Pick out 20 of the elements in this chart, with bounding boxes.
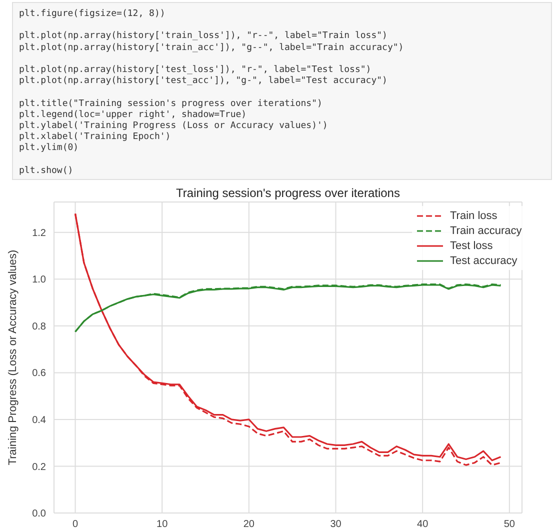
y-tick-label: 1.0 (32, 274, 46, 286)
y-tick-label: 0.4 (32, 415, 46, 426)
y-tick-label: 0.0 (32, 508, 46, 520)
x-tick-label: 0 (72, 519, 78, 530)
x-tick-label: 40 (417, 519, 429, 530)
x-tick-label: 50 (504, 519, 516, 530)
legend-label: Train accuracy (450, 224, 522, 236)
y-tick-label: 1.2 (32, 228, 46, 239)
legend-label: Test accuracy (450, 254, 518, 266)
y-tick-label: 0.6 (32, 368, 46, 380)
x-tick-label: 10 (156, 519, 168, 530)
y-tick-label: 0.2 (32, 462, 46, 473)
x-tick-label: 30 (330, 519, 342, 530)
legend-label: Train loss (450, 210, 498, 222)
chart-title: Training session's progress over iterations (175, 186, 401, 200)
y-tick-label: 0.8 (32, 321, 46, 332)
legend-label: Test loss (450, 240, 493, 252)
text: plt.figure(figsize=(12, 8)) plt.plot(np.array(history['train_loss']), "r--", label="Train loss") plt.plot(np.array(history['train_acc']), "g--", label="Train accuracy") plt.plot(np.array(history['test_loss']), "r-", label="Test loss") plt.plot(np.array(history['test_acc']), "g-", label="Test accuracy") plt.title("Training session's progress over iterations") plt.legend(loc='upper right', shadow=True) plt.ylabel('Training Progress (Loss or Accuracy values)') plt.xlabel('Training Epoch') plt.ylim(0) plt.show() (19, 9, 404, 176)
x-tick-label: 20 (243, 519, 255, 530)
y-axis-title: Training Progress (Loss or Accuracy values) (6, 250, 19, 466)
